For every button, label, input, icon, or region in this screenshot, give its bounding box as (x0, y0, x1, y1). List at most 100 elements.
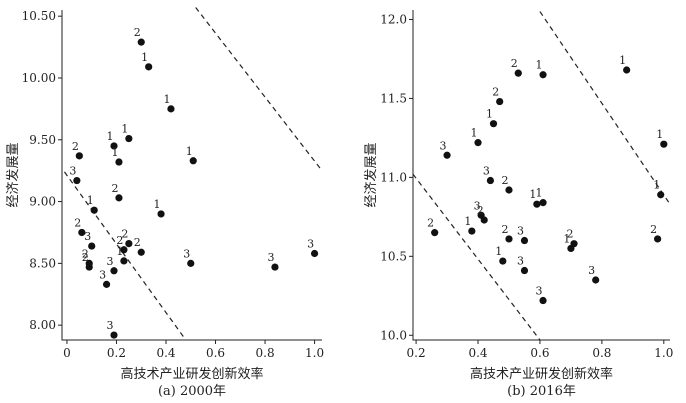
point-label: 1 (121, 123, 128, 136)
data-point (189, 157, 197, 165)
data-point (533, 200, 541, 208)
point-label: 2 (111, 182, 118, 195)
point-label: 3 (483, 165, 490, 178)
point-label: 1 (536, 59, 543, 72)
data-point (137, 248, 145, 256)
point-label: 2 (567, 228, 574, 241)
data-point (660, 140, 668, 148)
point-label: 1 (486, 108, 493, 121)
y-tick-label: 10.50 (22, 9, 56, 23)
data-point (567, 244, 575, 253)
point-label: 1 (529, 188, 536, 201)
data-point (486, 176, 495, 185)
point-label: 1 (563, 232, 570, 245)
panel-caption: (a) 2000年 (158, 384, 226, 399)
point-label: 1 (111, 146, 118, 159)
point-label: 2 (427, 217, 434, 230)
data-point (88, 242, 96, 250)
point-label: 1 (141, 51, 148, 64)
point-label: 2 (650, 223, 657, 236)
data-point (110, 142, 118, 150)
data-point (310, 249, 319, 258)
x-tick-label: 0.4 (468, 346, 487, 360)
data-point (167, 105, 175, 113)
point-label: 1 (656, 128, 663, 141)
point-label: 2 (492, 86, 499, 99)
x-tick-label: 0 (63, 346, 71, 360)
y-axis-title: 经济发展量 (363, 142, 379, 207)
data-point (137, 38, 145, 46)
point-label: 2 (134, 236, 141, 249)
data-point (157, 210, 165, 218)
data-point (592, 276, 600, 284)
point-label: 1 (536, 187, 543, 200)
data-point (102, 280, 111, 288)
x-tick-label: 0.8 (592, 346, 611, 360)
point-label: 2 (477, 204, 484, 217)
point-label: 3 (517, 225, 524, 238)
data-point (120, 257, 128, 265)
point-label: 3 (588, 264, 595, 277)
point-label: 2 (74, 216, 81, 229)
point-label: 1 (116, 245, 123, 258)
point-label: 3 (84, 230, 91, 243)
data-point (520, 266, 529, 275)
data-point (73, 176, 81, 185)
point-label: 3 (183, 247, 190, 260)
point-label: 1 (619, 54, 626, 67)
x-tick-label: 1.0 (654, 346, 673, 360)
data-point (85, 263, 93, 271)
y-tick-label: 8.50 (29, 256, 56, 270)
y-axis-title: 经济发展量 (5, 142, 21, 207)
x-axis-title: 高技术产业研发创新效率 (470, 366, 613, 382)
point-label: 2 (501, 174, 508, 187)
data-point (480, 216, 488, 224)
y-tick-label: 11.5 (380, 91, 407, 105)
data-point (623, 66, 631, 74)
point-label: 2 (72, 140, 79, 153)
data-point (468, 227, 476, 235)
point-label: 3 (536, 285, 543, 298)
y-tick-label: 10.00 (22, 71, 56, 85)
data-point (145, 63, 153, 71)
point-label: 3 (517, 255, 524, 268)
panel-2000: 0 0.2 0.4 0.6 0.8 1.0 8.00 8.50 9.00 9.50 10.00 10.… (5, 7, 324, 399)
x-tick-label: 0.2 (407, 346, 426, 360)
dashed-reference-line (539, 11, 671, 205)
point-label: 3 (69, 165, 76, 178)
data-point (120, 246, 128, 254)
data-point (431, 229, 439, 237)
point-label: 1 (186, 145, 193, 158)
axis-spine (412, 10, 670, 341)
data-point (115, 158, 123, 166)
x-tick-label: 0.2 (107, 346, 126, 360)
point-label: 2 (82, 247, 89, 260)
point-label: 1 (495, 245, 502, 258)
data-point (443, 151, 451, 159)
point-label: 3 (107, 319, 114, 332)
y-tick-label: 10.5 (380, 249, 407, 263)
y-tick-label: 9.50 (29, 133, 56, 147)
data-point (125, 239, 133, 248)
point-label: 2 (121, 228, 128, 241)
y-tick-label: 10.0 (380, 328, 407, 342)
y-tick-label: 11.0 (380, 170, 407, 184)
point-label: 1 (163, 93, 170, 106)
point-label: 1 (154, 198, 161, 211)
y-tick-label: 9.00 (29, 195, 56, 209)
point-label: 2 (116, 234, 123, 247)
x-tick-label: 0.6 (206, 346, 225, 360)
data-point (78, 228, 86, 237)
point-label: 1 (471, 127, 478, 140)
data-point (505, 186, 513, 194)
data-point (654, 235, 662, 243)
point-label: 3 (99, 268, 106, 281)
point-label: 3 (107, 255, 114, 268)
point-label: 3 (440, 139, 447, 152)
point-label: 1 (653, 179, 660, 192)
dashed-reference-line (63, 171, 187, 341)
data-point (539, 296, 547, 305)
data-point (90, 206, 98, 214)
x-tick-label: 0.4 (156, 346, 175, 360)
